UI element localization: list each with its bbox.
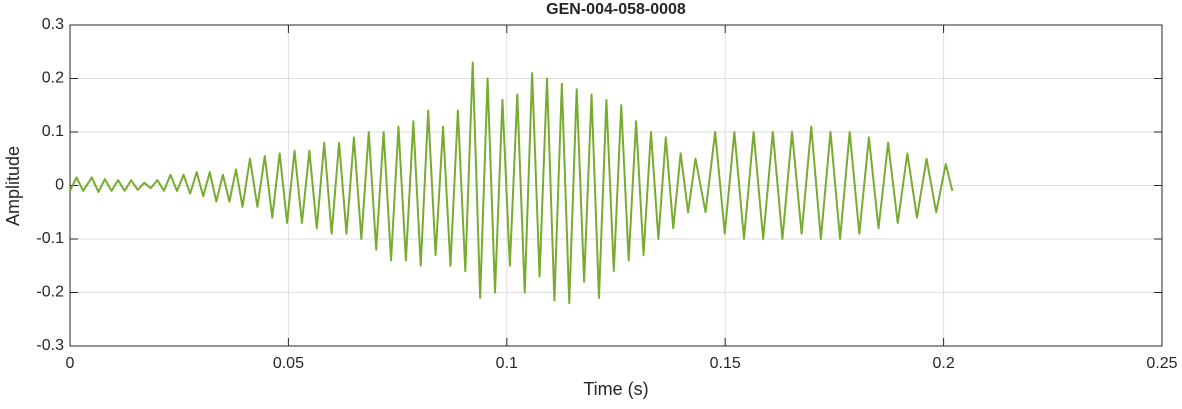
y-tick-label: 0 <box>55 177 64 194</box>
waveform-line <box>69 61 954 305</box>
x-tick-label: 0 <box>66 355 75 372</box>
chart-title: GEN-004-058-0008 <box>546 1 686 18</box>
y-tick-label: 0.2 <box>42 70 64 87</box>
plot-frame <box>69 24 1163 347</box>
y-tick-label: -0.3 <box>36 337 64 354</box>
x-tick-label: 0.05 <box>273 355 304 372</box>
y-tick-label: 0.1 <box>42 123 64 140</box>
y-axis-label: Amplitude <box>3 146 23 226</box>
x-tick-label: 0.2 <box>932 355 954 372</box>
x-axis-label: Time (s) <box>583 379 648 399</box>
y-tick-label: -0.1 <box>36 230 64 247</box>
y-tick-label: 0.3 <box>42 16 64 33</box>
x-tick-label: 0.1 <box>496 355 518 372</box>
x-tick-label: 0.25 <box>1146 355 1177 372</box>
x-tick-label: 0.15 <box>710 355 741 372</box>
y-tick-label: -0.2 <box>36 284 64 301</box>
